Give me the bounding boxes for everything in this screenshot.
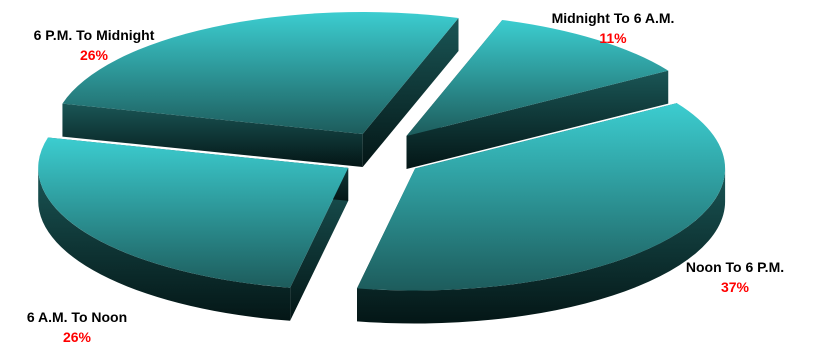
slice-label-noon-to-6pm: Noon To 6 P.M. 37% [655, 257, 815, 297]
pie-slice-6am-to-noon [38, 137, 349, 321]
slice-label-midnight-to-6am: Midnight To 6 A.M. 11% [533, 8, 693, 48]
pie-slice-midnight-to-6am [406, 19, 669, 170]
slice-value-label: 26% [79, 47, 109, 63]
slice-category-label: 6 A.M. To Noon [26, 309, 128, 325]
pie-slice-6pm-to-midnight [62, 11, 459, 168]
slice-value-label: 26% [62, 329, 92, 345]
slice-category-label: 6 P.M. To Midnight [33, 27, 155, 43]
slice-category-label: Noon To 6 P.M. [685, 259, 785, 275]
slice-category-label: Midnight To 6 A.M. [551, 10, 675, 26]
pie-slice-noon-to-6pm [357, 103, 726, 324]
slice-value-label: 37% [720, 279, 750, 295]
slice-value-label: 11% [599, 30, 627, 46]
slice-label-6am-to-noon: 6 A.M. To Noon 26% [2, 307, 152, 347]
slice-label-6pm-to-midnight: 6 P.M. To Midnight 26% [14, 25, 174, 65]
